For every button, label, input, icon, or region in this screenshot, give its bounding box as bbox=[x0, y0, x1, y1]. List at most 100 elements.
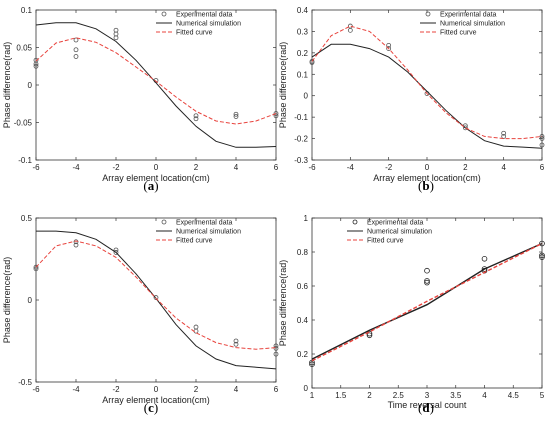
plot-frame bbox=[35, 217, 277, 383]
data-point bbox=[113, 250, 119, 255]
data-point bbox=[309, 60, 315, 65]
x-tick-label: 4 bbox=[234, 163, 239, 172]
data-point bbox=[233, 111, 239, 117]
chart-b: -6 -4 -2 0 2 4 6 -0.3 -0.2 -0.1 0 0.1 0.2 0.3 0.4 Array… bbox=[278, 6, 545, 193]
legend-label: Experimental data bbox=[440, 12, 497, 19]
y-axis-label: Phase difference(rad) bbox=[2, 42, 12, 128]
x-tick-label: -4 bbox=[72, 163, 80, 172]
panel-caption: (a) bbox=[143, 178, 158, 193]
data-point bbox=[73, 47, 79, 53]
x-tick-label: 3.5 bbox=[450, 391, 462, 400]
legend-marker-circle bbox=[425, 11, 431, 17]
data-point bbox=[539, 254, 545, 260]
x-tick-label: 1 bbox=[310, 391, 315, 400]
data-point bbox=[539, 142, 545, 148]
y-tick-label: 0.1 bbox=[21, 6, 33, 15]
x-tick-label: 2.5 bbox=[393, 391, 405, 400]
data-point bbox=[481, 255, 488, 262]
legend: Experimental data Numerical simulation Fit… bbox=[347, 220, 432, 245]
y-tick-label: -0.05 bbox=[14, 119, 33, 128]
y-axis-label: Phase difference(rad) bbox=[278, 42, 288, 128]
x-axis-label: Array element location(cm) bbox=[373, 173, 481, 183]
x-tick-label: 4 bbox=[501, 163, 506, 172]
x-tick-label: -2 bbox=[112, 385, 120, 394]
x-tick-label: 4.5 bbox=[508, 391, 520, 400]
data-point bbox=[347, 27, 353, 33]
x-tick-label: 6 bbox=[274, 385, 279, 394]
y-tick-label: -0.2 bbox=[294, 135, 308, 144]
x-tick-label: 2 bbox=[367, 391, 372, 400]
x-tick-label: 3 bbox=[425, 391, 430, 400]
data-point bbox=[33, 61, 39, 67]
y-axis-label: Phase difference(rad) bbox=[2, 257, 12, 343]
chart-c: -6 -4 -2 0 2 4 6 -0.5 0 0.5 Array element location… bbox=[2, 214, 279, 415]
panel-caption: (d) bbox=[418, 400, 434, 415]
x-tick-label: 2 bbox=[194, 163, 199, 172]
y-tick-label: 0.4 bbox=[297, 6, 309, 15]
y-tick-label: 0.05 bbox=[16, 44, 32, 53]
x-axis-label: Array element location(cm) bbox=[102, 173, 210, 183]
data-point bbox=[113, 35, 119, 41]
x-tick-label: -6 bbox=[32, 163, 40, 172]
plot-frame bbox=[35, 9, 277, 161]
y-tick-label: 0 bbox=[304, 92, 309, 101]
series-line-fitted-curve bbox=[35, 240, 277, 350]
legend-label: Fitted curve bbox=[440, 30, 477, 37]
x-tick-label: 2 bbox=[194, 385, 199, 394]
panel-caption: (b) bbox=[418, 178, 434, 193]
x-axis-label: Time reversal count bbox=[388, 400, 467, 410]
data-point bbox=[233, 341, 239, 347]
y-tick-label: 0 bbox=[28, 81, 33, 90]
chart-d: 1 1.5 2 2.5 3 3.5 4 4.5 5 0 0.2 0.4 0.6 0.8 1 Time reve… bbox=[278, 214, 545, 415]
panel-caption: (c) bbox=[144, 400, 158, 415]
y-tick-label: 1 bbox=[304, 214, 309, 223]
x-tick-label: -4 bbox=[72, 385, 80, 394]
y-tick-label: -0.5 bbox=[18, 378, 32, 387]
legend-label: Fitted curve bbox=[176, 30, 213, 37]
data-point bbox=[462, 125, 468, 131]
data-point bbox=[233, 338, 239, 344]
y-tick-label: 0.2 bbox=[297, 350, 309, 359]
x-tick-label: -2 bbox=[112, 163, 120, 172]
data-point bbox=[73, 54, 79, 59]
legend: Experimental data Numerical simulation Fit… bbox=[156, 12, 241, 37]
x-tick-label: 4 bbox=[234, 385, 239, 394]
data-point bbox=[386, 42, 392, 48]
data-point bbox=[153, 295, 159, 300]
legend-marker-circle bbox=[352, 219, 358, 225]
x-tick-label: 1.5 bbox=[335, 391, 347, 400]
y-tick-label: 0.6 bbox=[297, 282, 309, 291]
legend-label: Fitted curve bbox=[367, 238, 404, 245]
y-tick-label: 0.3 bbox=[297, 27, 309, 36]
data-point bbox=[539, 252, 545, 259]
legend-label: Fitted curve bbox=[176, 238, 213, 245]
data-point bbox=[273, 351, 279, 357]
data-point bbox=[73, 242, 79, 248]
series-line-numerical-simulation bbox=[311, 43, 543, 149]
y-tick-label: 0.8 bbox=[297, 248, 309, 257]
x-tick-label: -2 bbox=[385, 163, 393, 172]
legend-label: Experimental data bbox=[367, 220, 424, 227]
legend-marker-circle bbox=[161, 219, 167, 225]
y-tick-label: -0.1 bbox=[294, 113, 308, 122]
series-line-numerical-simulation bbox=[311, 242, 543, 360]
legend: Experimental data Numerical simulation Fit… bbox=[420, 12, 505, 37]
legend-label: Experimental data bbox=[176, 220, 233, 227]
legend-marker-circle bbox=[161, 11, 167, 17]
data-point bbox=[33, 63, 39, 69]
data-point bbox=[233, 114, 239, 119]
data-point bbox=[424, 267, 430, 274]
data-point bbox=[366, 332, 373, 339]
data-point bbox=[309, 361, 315, 368]
x-tick-label: 6 bbox=[274, 163, 279, 172]
data-point bbox=[501, 130, 507, 136]
data-point bbox=[424, 279, 430, 286]
data-point bbox=[481, 266, 488, 272]
legend: Experimental data Numerical simulation Fit… bbox=[156, 220, 241, 245]
data-point bbox=[33, 264, 39, 270]
data-point bbox=[273, 345, 279, 351]
chart-a: -6 -4 -2 0 2 4 6 -0.1 -0.05 0 0.05 0.1 Array element… bbox=[2, 6, 279, 193]
y-tick-label: 0 bbox=[28, 296, 33, 305]
y-tick-label: 0.4 bbox=[297, 316, 309, 325]
